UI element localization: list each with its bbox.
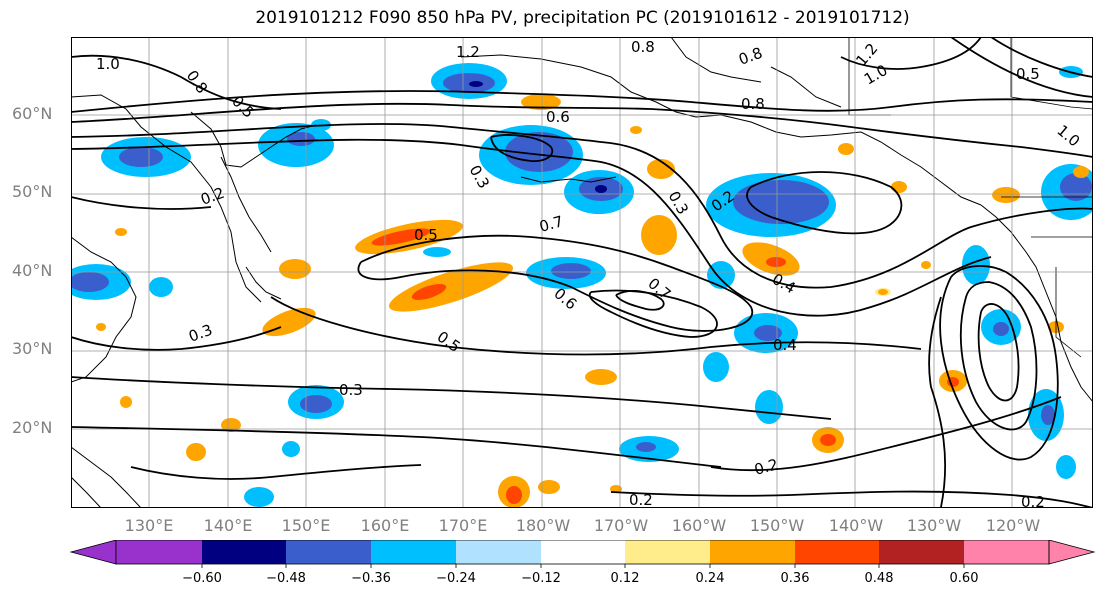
- contour-label: 0.4: [773, 336, 797, 354]
- map-title: 2019101212 F090 850 hPa PV, precipitatio…: [255, 8, 910, 28]
- gridlines: [71, 37, 1093, 508]
- contour-label: 0.7: [537, 212, 565, 236]
- colorbar-extend-low: [69, 540, 117, 565]
- lon-label: 120°W: [985, 516, 1041, 535]
- contour-label: 1.2: [456, 43, 480, 61]
- colorbar-swatch: [202, 540, 286, 564]
- colorbar-swatch: [964, 540, 1049, 564]
- lat-label: 40°N: [12, 261, 53, 280]
- colorbar-swatch: [371, 540, 456, 564]
- colorbar-tick-label: 0.36: [780, 571, 810, 586]
- contour-label: 0.2: [1021, 493, 1045, 508]
- colorbar-swatch: [625, 540, 710, 564]
- lon-label: 170°W: [593, 516, 649, 535]
- colorbar-swatch: [795, 540, 879, 564]
- colorbar-swatch: [879, 540, 964, 564]
- lon-label: 150°W: [749, 516, 805, 535]
- contour-label: 0.8: [741, 95, 765, 113]
- lat-label: 50°N: [12, 182, 53, 201]
- contour-label: 1.0: [96, 55, 120, 73]
- colorbar-tick-label: −0.12: [521, 571, 561, 586]
- lon-label: 130°W: [906, 516, 962, 535]
- colorbar-swatch: [116, 540, 202, 564]
- lon-label: 140°W: [828, 516, 884, 535]
- precip-anomaly-fills: [71, 63, 1093, 508]
- contour-label: 0.6: [546, 108, 570, 126]
- colorbar-swatch: [286, 540, 371, 564]
- colorbar: [69, 540, 1096, 568]
- contour-label: 0.2: [629, 491, 653, 508]
- colorbar-tick-label: −0.24: [436, 571, 476, 586]
- colorbar-tick-label: −0.36: [351, 571, 391, 586]
- colorbar-swatch: [456, 540, 541, 564]
- lon-label: 170°E: [438, 516, 488, 535]
- lon-label: 160°E: [360, 516, 410, 535]
- lon-label: 130°E: [124, 516, 174, 535]
- map-frame: [71, 37, 1093, 508]
- contour-label: 0.5: [414, 226, 438, 244]
- colorbar-tick-label: 0.24: [695, 571, 725, 586]
- map-panel: 1.0 0.8 0.5 1.2 0.8 0.8 1.2 1.0 0.5 1.0 …: [71, 37, 1093, 508]
- colorbar-extend-high: [1048, 540, 1096, 565]
- colorbar-swatch: [710, 540, 795, 564]
- colorbar-tick-label: 0.60: [949, 571, 979, 586]
- colorbar-tick-label: −0.60: [182, 571, 222, 586]
- colorbar-tick-label: −0.48: [266, 571, 306, 586]
- lat-label: 20°N: [12, 418, 53, 437]
- lon-label: 180°W: [515, 516, 571, 535]
- colorbar-swatch: [541, 540, 625, 564]
- colorbar-tick-label: 0.48: [864, 571, 894, 586]
- pv-contours: [71, 37, 1093, 508]
- contour-label: 0.5: [1016, 65, 1040, 83]
- lon-label: 150°E: [281, 516, 331, 535]
- lon-label: 140°E: [203, 516, 253, 535]
- contour-label: 0.2: [752, 455, 780, 479]
- contour-label: 0.8: [631, 38, 655, 56]
- lon-label: 160°W: [671, 516, 727, 535]
- colorbar-tick-label: 0.12: [610, 571, 640, 586]
- lat-label: 60°N: [12, 104, 53, 123]
- contour-label: 0.3: [339, 381, 363, 399]
- lat-label: 30°N: [12, 339, 53, 358]
